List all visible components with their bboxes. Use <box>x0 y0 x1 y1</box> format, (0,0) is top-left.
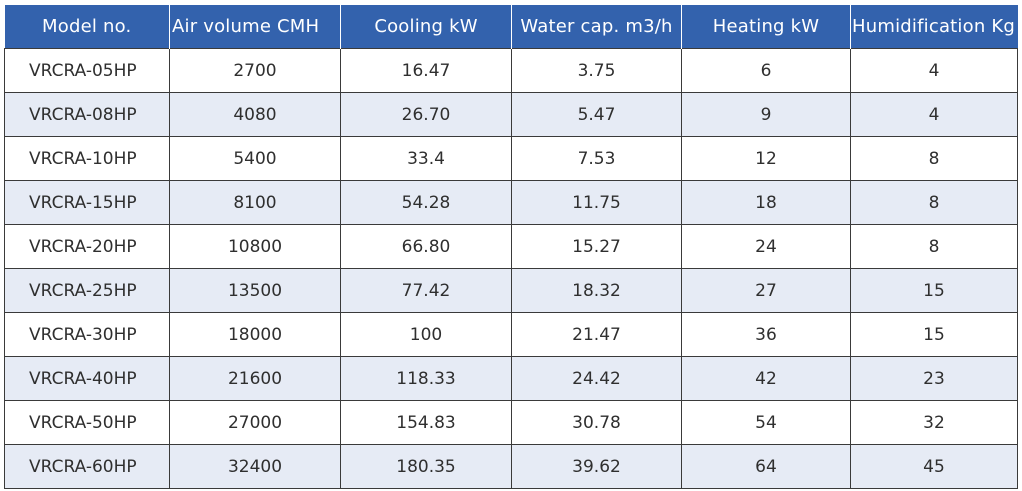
cell-cooling: 16.47 <box>340 48 512 93</box>
table-body: VRCRA-05HP 2700 16.47 3.75 6 4 VRCRA-08H… <box>4 48 1018 489</box>
cell-model-no: VRCRA-60HP <box>4 444 170 489</box>
cell-cooling: 54.28 <box>340 180 512 225</box>
cell-humidification: 8 <box>850 224 1018 269</box>
cell-air-volume: 18000 <box>169 312 341 357</box>
header-air-volume: Air volume CMH <box>169 5 341 49</box>
cell-air-volume: 8100 <box>169 180 341 225</box>
cell-water-cap: 39.62 <box>511 444 682 489</box>
cell-water-cap: 30.78 <box>511 400 682 445</box>
cell-humidification: 8 <box>850 136 1018 181</box>
cell-air-volume: 13500 <box>169 268 341 313</box>
cell-air-volume: 10800 <box>169 224 341 269</box>
cell-model-no: VRCRA-20HP <box>4 224 170 269</box>
cell-heating: 24 <box>681 224 851 269</box>
cell-air-volume: 2700 <box>169 48 341 93</box>
cell-cooling: 77.42 <box>340 268 512 313</box>
header-humidification: Humidification Kg <box>850 5 1018 49</box>
cell-cooling: 118.33 <box>340 356 512 401</box>
table-row: VRCRA-10HP 5400 33.4 7.53 12 8 <box>4 136 1018 181</box>
cell-heating: 6 <box>681 48 851 93</box>
header-row: Model no. Air volume CMH Cooling kW Wate… <box>4 5 1018 49</box>
cell-model-no: VRCRA-05HP <box>4 48 170 93</box>
table-row: VRCRA-20HP 10800 66.80 15.27 24 8 <box>4 224 1018 269</box>
cell-heating: 36 <box>681 312 851 357</box>
table-row: VRCRA-60HP 32400 180.35 39.62 64 45 <box>4 444 1018 489</box>
cell-humidification: 32 <box>850 400 1018 445</box>
cell-model-no: VRCRA-10HP <box>4 136 170 181</box>
table-row: VRCRA-05HP 2700 16.47 3.75 6 4 <box>4 48 1018 93</box>
cell-water-cap: 15.27 <box>511 224 682 269</box>
cell-water-cap: 18.32 <box>511 268 682 313</box>
cell-water-cap: 24.42 <box>511 356 682 401</box>
cell-model-no: VRCRA-25HP <box>4 268 170 313</box>
table-row: VRCRA-50HP 27000 154.83 30.78 54 32 <box>4 400 1018 445</box>
header-water-cap: Water cap. m3/h <box>511 5 682 49</box>
table-header: Model no. Air volume CMH Cooling kW Wate… <box>4 5 1018 49</box>
cell-water-cap: 3.75 <box>511 48 682 93</box>
cell-heating: 42 <box>681 356 851 401</box>
cell-air-volume: 32400 <box>169 444 341 489</box>
cell-cooling: 154.83 <box>340 400 512 445</box>
cell-air-volume: 27000 <box>169 400 341 445</box>
cell-humidification: 15 <box>850 312 1018 357</box>
cell-heating: 27 <box>681 268 851 313</box>
cell-model-no: VRCRA-50HP <box>4 400 170 445</box>
cell-water-cap: 21.47 <box>511 312 682 357</box>
header-cooling: Cooling kW <box>340 5 512 49</box>
table-row: VRCRA-08HP 4080 26.70 5.47 9 4 <box>4 92 1018 137</box>
header-heating: Heating kW <box>681 5 851 49</box>
cell-heating: 18 <box>681 180 851 225</box>
table-row: VRCRA-30HP 18000 100 21.47 36 15 <box>4 312 1018 357</box>
table-row: VRCRA-15HP 8100 54.28 11.75 18 8 <box>4 180 1018 225</box>
cell-water-cap: 5.47 <box>511 92 682 137</box>
cell-humidification: 4 <box>850 48 1018 93</box>
cell-cooling: 100 <box>340 312 512 357</box>
cell-humidification: 8 <box>850 180 1018 225</box>
cell-air-volume: 21600 <box>169 356 341 401</box>
cell-heating: 54 <box>681 400 851 445</box>
cell-humidification: 4 <box>850 92 1018 137</box>
table-row: VRCRA-25HP 13500 77.42 18.32 27 15 <box>4 268 1018 313</box>
table-row: VRCRA-40HP 21600 118.33 24.42 42 23 <box>4 356 1018 401</box>
cell-heating: 64 <box>681 444 851 489</box>
header-model-no: Model no. <box>4 5 170 49</box>
cell-model-no: VRCRA-15HP <box>4 180 170 225</box>
cell-humidification: 45 <box>850 444 1018 489</box>
cell-water-cap: 11.75 <box>511 180 682 225</box>
cell-cooling: 180.35 <box>340 444 512 489</box>
cell-cooling: 26.70 <box>340 92 512 137</box>
cell-humidification: 23 <box>850 356 1018 401</box>
cell-cooling: 66.80 <box>340 224 512 269</box>
cell-heating: 12 <box>681 136 851 181</box>
cell-air-volume: 5400 <box>169 136 341 181</box>
cell-humidification: 15 <box>850 268 1018 313</box>
cell-cooling: 33.4 <box>340 136 512 181</box>
cell-model-no: VRCRA-30HP <box>4 312 170 357</box>
cell-air-volume: 4080 <box>169 92 341 137</box>
cell-water-cap: 7.53 <box>511 136 682 181</box>
cell-heating: 9 <box>681 92 851 137</box>
spec-table: Model no. Air volume CMH Cooling kW Wate… <box>4 5 1018 489</box>
cell-model-no: VRCRA-08HP <box>4 92 170 137</box>
cell-model-no: VRCRA-40HP <box>4 356 170 401</box>
